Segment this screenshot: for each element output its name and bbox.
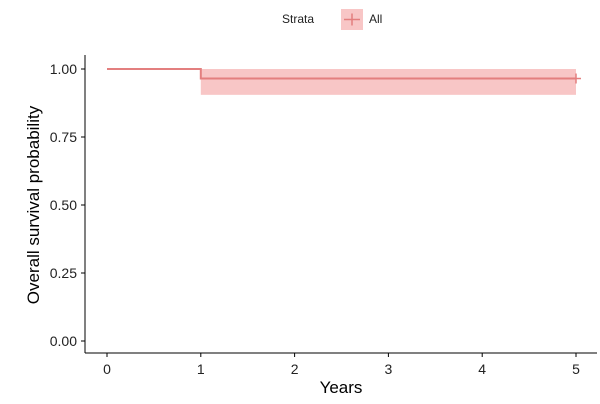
x-tick-label: 2 (291, 361, 299, 377)
y-tick-label: 0.25 (50, 265, 77, 281)
survival-curve-all (107, 68, 576, 80)
x-tick-label: 1 (197, 361, 205, 377)
x-tick-label: 3 (385, 361, 393, 377)
confidence-band-0 (200, 69, 577, 95)
x-tick-label: 0 (103, 361, 111, 377)
y-axis-title: Overall survival probability (24, 105, 43, 304)
confidence-band-layer (200, 69, 577, 95)
y-tick-label: 0.75 (50, 129, 77, 145)
legend-title: Strata (282, 12, 314, 26)
y-ticks: 0.00 0.25 0.50 0.75 1.00 (50, 61, 85, 349)
y-tick-label: 0.00 (50, 333, 77, 349)
legend: Strata All (282, 9, 382, 30)
x-axis-title: Years (320, 378, 363, 397)
y-tick-label: 0.50 (50, 197, 77, 213)
x-ticks: 0 1 2 3 4 5 (103, 353, 580, 377)
axes: 0.00 0.25 0.50 0.75 1.00 0 1 2 3 4 5 (50, 55, 597, 377)
survival-curve-layer (107, 68, 581, 84)
legend-label-all: All (369, 12, 382, 26)
x-tick-label: 4 (478, 361, 486, 377)
y-tick-label: 1.00 (50, 61, 77, 77)
x-tick-label: 5 (572, 361, 580, 377)
censor-mark-0 (571, 73, 581, 84)
